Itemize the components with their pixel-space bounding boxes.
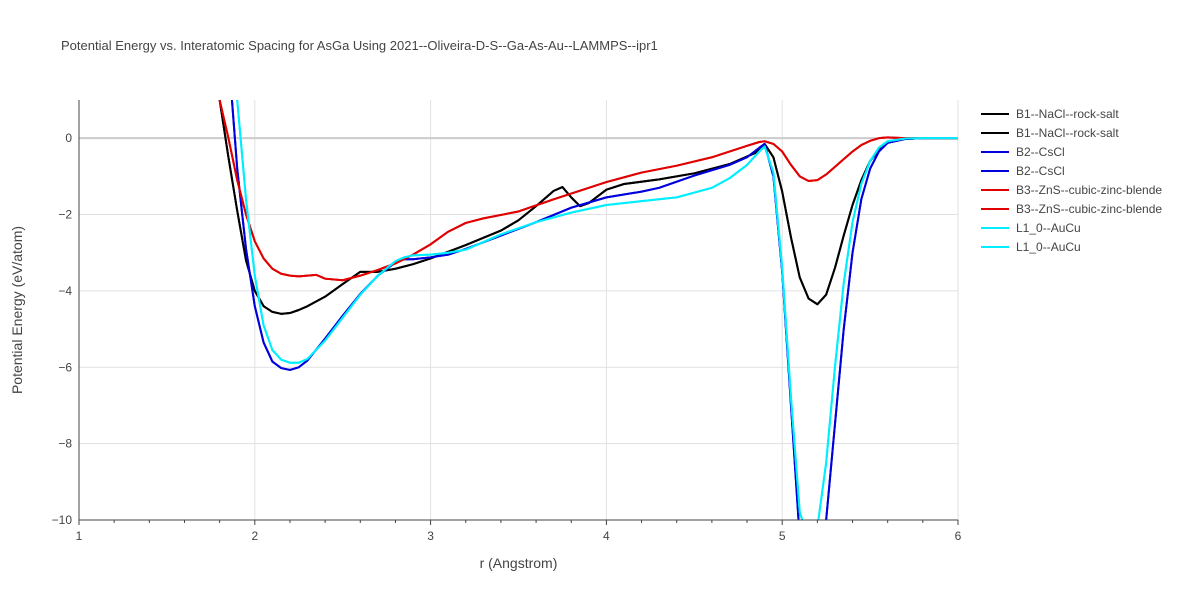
legend-label: B3--ZnS--cubic-zinc-blende: [1016, 202, 1162, 216]
legend-item[interactable]: B1--NaCl--rock-salt: [981, 107, 1119, 121]
legend-label: B1--NaCl--rock-salt: [1016, 107, 1119, 121]
legend-item[interactable]: B3--ZnS--cubic-zinc-blende: [981, 183, 1162, 197]
y-tick-label: −4: [58, 284, 72, 298]
legend-item[interactable]: L1_0--AuCu: [981, 240, 1081, 254]
x-axis-title: r (Angstrom): [480, 555, 558, 571]
legend-label: L1_0--AuCu: [1016, 221, 1081, 235]
legend-label: L1_0--AuCu: [1016, 240, 1081, 254]
legend[interactable]: B1--NaCl--rock-salt B1--NaCl--rock-salt B2…: [981, 107, 1162, 254]
y-tick-label: −2: [58, 208, 72, 222]
axes: 1 2 3 4 5 6 0 −2 −4 −6 −8 −10: [52, 100, 962, 543]
series-line-6: [236, 100, 958, 520]
y-axis-title: Potential Energy (eV/atom): [9, 226, 25, 394]
plot-area: [218, 100, 958, 520]
legend-label: B1--NaCl--rock-salt: [1016, 126, 1119, 140]
series-line-7: [236, 100, 958, 520]
x-tick-label: 5: [779, 529, 786, 543]
legend-label: B2--CsCl: [1016, 145, 1065, 159]
legend-item[interactable]: B2--CsCl: [981, 145, 1065, 159]
legend-label: B3--ZnS--cubic-zinc-blende: [1016, 183, 1162, 197]
x-tick-label: 4: [603, 529, 610, 543]
legend-item[interactable]: B3--ZnS--cubic-zinc-blende: [981, 202, 1162, 216]
x-tick-label: 1: [76, 529, 83, 543]
legend-item[interactable]: B2--CsCl: [981, 164, 1065, 178]
series-line-1: [218, 100, 958, 315]
y-tick-label: −6: [58, 360, 72, 374]
x-tick-label: 2: [251, 529, 258, 543]
series-line-2: [230, 100, 958, 520]
series-line-3: [230, 100, 958, 520]
series-line-5: [218, 100, 958, 282]
series-line-0: [218, 100, 958, 315]
chart-title: Potential Energy vs. Interatomic Spacing…: [61, 38, 658, 53]
legend-label: B2--CsCl: [1016, 164, 1065, 178]
legend-item[interactable]: L1_0--AuCu: [981, 221, 1081, 235]
legend-item[interactable]: B1--NaCl--rock-salt: [981, 126, 1119, 140]
y-tick-label: 0: [65, 131, 72, 145]
y-tick-label: −8: [58, 437, 72, 451]
y-tick-label: −10: [52, 513, 73, 527]
x-tick-label: 3: [427, 529, 434, 543]
x-tick-label: 6: [955, 529, 962, 543]
